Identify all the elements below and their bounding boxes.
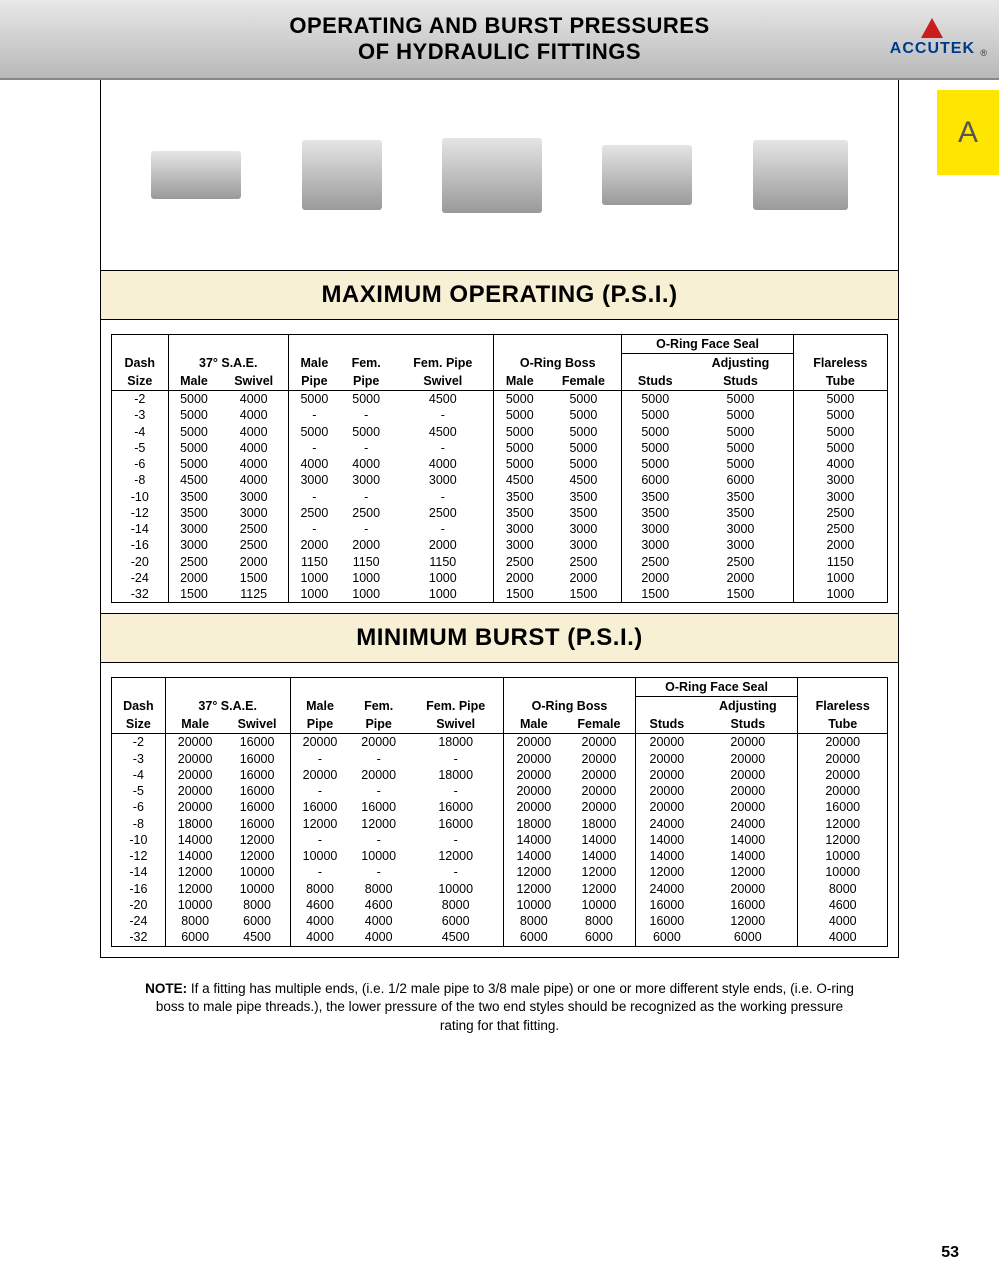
table-row: -16 1200010000 8000800010000 1200012000 …	[112, 881, 888, 897]
table-row: -2 2000016000 200002000018000 2000020000…	[112, 734, 888, 751]
table-row: -24 20001500 100010001000 20002000 20002…	[112, 570, 888, 586]
section-tab-letter: A	[958, 116, 978, 150]
title-line1: OPERATING AND BURST PRESSURES	[289, 13, 709, 38]
table-row: -8 1800016000 120001200016000 1800018000…	[112, 816, 888, 832]
table-row: -4 2000016000 200002000018000 2000020000…	[112, 767, 888, 783]
page-number: 53	[941, 1244, 959, 1262]
fitting-image-1	[151, 151, 241, 199]
table-row: -12 1400012000 100001000012000 140001400…	[112, 848, 888, 864]
table-row: -8 45004000 300030003000 45004500 600060…	[112, 472, 888, 488]
fitting-image-5	[753, 140, 848, 210]
min-burst-table-wrap: O-Ring Face Seal Dash 37° S.A.E. Male Fe…	[101, 663, 898, 956]
min-burst-heading: MINIMUM BURST (P.S.I.)	[101, 613, 898, 663]
table-row: -20 100008000 460046008000 1000010000 16…	[112, 897, 888, 913]
table-row: -2 50004000 500050004500 50005000 500050…	[112, 391, 888, 408]
table-row: -32 60004500 400040004500 60006000 60006…	[112, 929, 888, 946]
table-row: -5 2000016000 --- 2000020000 2000020000 …	[112, 783, 888, 799]
table-row: -14 1200010000 --- 1200012000 1200012000…	[112, 864, 888, 880]
fitting-image-3	[442, 138, 542, 213]
table-row: -12 35003000 250025002500 35003500 35003…	[112, 505, 888, 521]
table-row: -24 80006000 400040006000 80008000 16000…	[112, 913, 888, 929]
table-row: -14 30002500 --- 30003000 30003000 2500	[112, 521, 888, 537]
fittings-image-row	[101, 80, 898, 270]
max-operating-table: O-Ring Face Seal Dash 37° S.A.E. Male Fe…	[111, 334, 888, 603]
min-burst-table: O-Ring Face Seal Dash 37° S.A.E. Male Fe…	[111, 677, 888, 946]
max-operating-table-wrap: O-Ring Face Seal Dash 37° S.A.E. Male Fe…	[101, 320, 898, 613]
table-row: -10 1400012000 --- 1400014000 1400014000…	[112, 832, 888, 848]
fitting-image-2	[302, 140, 382, 210]
brand-triangle-icon	[921, 18, 943, 38]
table-row: -3 50004000 --- 50005000 50005000 5000	[112, 407, 888, 423]
table-row: -5 50004000 --- 50005000 50005000 5000	[112, 440, 888, 456]
table-row: -16 30002500 200020002000 30003000 30003…	[112, 537, 888, 553]
table-row: -6 50004000 400040004000 50005000 500050…	[112, 456, 888, 472]
max-operating-heading: MAXIMUM OPERATING (P.S.I.)	[101, 270, 898, 320]
title-line2: OF HYDRAULIC FITTINGS	[358, 39, 641, 64]
page-header: OPERATING AND BURST PRESSURES OF HYDRAUL…	[0, 0, 999, 80]
section-tab: A	[937, 90, 999, 175]
table-row: -32 15001125 100010001000 15001500 15001…	[112, 586, 888, 603]
fitting-image-4	[602, 145, 692, 205]
note-block: NOTE: If a fitting has multiple ends, (i…	[100, 958, 899, 1047]
table-row: -4 50004000 500050004500 50005000 500050…	[112, 424, 888, 440]
table-row: -3 2000016000 --- 2000020000 2000020000 …	[112, 751, 888, 767]
table-row: -6 2000016000 160001600016000 2000020000…	[112, 799, 888, 815]
brand-text: ACCUTEK	[890, 40, 975, 58]
note-label: NOTE:	[145, 981, 187, 996]
note-text: If a fitting has multiple ends, (i.e. 1/…	[156, 981, 854, 1034]
registered-mark: ®	[980, 48, 987, 58]
brand-logo: ACCUTEK ®	[890, 18, 975, 58]
page-title: OPERATING AND BURST PRESSURES OF HYDRAUL…	[289, 13, 709, 66]
table-row: -20 25002000 115011501150 25002500 25002…	[112, 554, 888, 570]
table-row: -10 35003000 --- 35003500 35003500 3000	[112, 489, 888, 505]
